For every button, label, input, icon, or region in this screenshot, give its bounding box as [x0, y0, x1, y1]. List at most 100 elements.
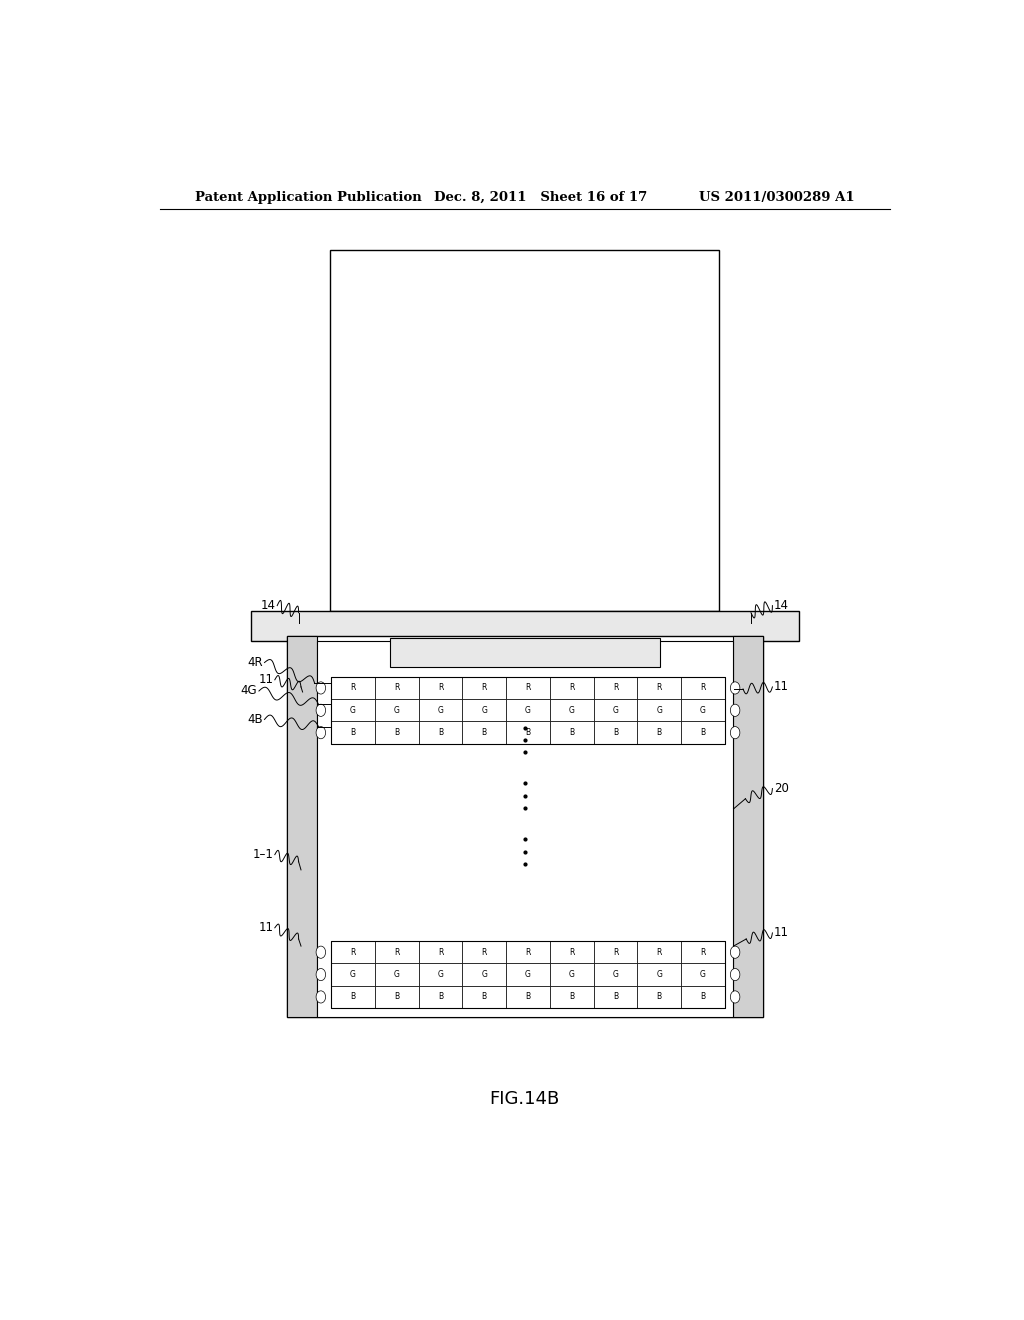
Bar [316, 642, 733, 1018]
Text: B: B [481, 993, 486, 1002]
Text: G: G [700, 970, 706, 979]
Bar [331, 964, 375, 986]
Bar [681, 677, 725, 700]
Bar [506, 964, 550, 986]
Circle shape [730, 946, 740, 958]
Bar [594, 700, 637, 722]
Text: G: G [437, 970, 443, 979]
Text: R: R [525, 948, 530, 957]
Text: B: B [656, 993, 662, 1002]
Text: B: B [613, 993, 618, 1002]
Text: B: B [438, 993, 443, 1002]
Bar [463, 677, 506, 700]
Text: G: G [568, 970, 574, 979]
Bar [419, 700, 463, 722]
Bar [331, 249, 719, 611]
Bar [331, 677, 725, 744]
Circle shape [316, 704, 326, 717]
Bar [637, 964, 681, 986]
Text: R: R [481, 948, 487, 957]
Text: G: G [656, 970, 663, 979]
Circle shape [730, 991, 740, 1003]
Circle shape [730, 704, 740, 717]
Text: R: R [481, 684, 487, 693]
Bar [506, 722, 550, 744]
Circle shape [316, 946, 326, 958]
Bar [550, 677, 594, 700]
Bar [550, 964, 594, 986]
Bar [637, 986, 681, 1008]
Text: G: G [700, 706, 706, 715]
Bar [594, 677, 637, 700]
Text: R: R [525, 684, 530, 693]
Text: R: R [612, 684, 618, 693]
Text: G: G [525, 706, 530, 715]
Text: R: R [656, 948, 662, 957]
Text: B: B [438, 729, 443, 737]
Text: G: G [437, 706, 443, 715]
Bar [733, 636, 763, 1018]
Bar [594, 964, 637, 986]
Text: R: R [350, 948, 355, 957]
Text: B: B [656, 729, 662, 737]
Text: 4B: 4B [247, 713, 263, 726]
Text: 4G: 4G [241, 685, 257, 697]
Bar [287, 636, 316, 1018]
Text: G: G [612, 970, 618, 979]
Circle shape [316, 991, 326, 1003]
Text: B: B [481, 729, 486, 737]
Text: 11: 11 [774, 680, 788, 693]
Text: 11: 11 [774, 927, 788, 940]
Bar [681, 941, 725, 964]
Bar [594, 986, 637, 1008]
Text: G: G [525, 970, 530, 979]
Bar [637, 941, 681, 964]
Bar [419, 722, 463, 744]
Bar [463, 964, 506, 986]
Bar [331, 700, 375, 722]
Text: R: R [569, 948, 574, 957]
Bar [681, 986, 725, 1008]
Bar [419, 964, 463, 986]
Bar [331, 722, 375, 744]
Text: B: B [525, 993, 530, 1002]
Text: 11: 11 [258, 921, 273, 935]
Text: Dec. 8, 2011   Sheet 16 of 17: Dec. 8, 2011 Sheet 16 of 17 [433, 190, 647, 203]
Text: B: B [394, 993, 399, 1002]
Bar [375, 986, 419, 1008]
Text: R: R [569, 684, 574, 693]
Bar [375, 941, 419, 964]
Text: G: G [481, 706, 487, 715]
Text: B: B [700, 729, 706, 737]
Bar [506, 986, 550, 1008]
Text: US 2011/0300289 A1: US 2011/0300289 A1 [699, 190, 855, 203]
Text: R: R [394, 684, 399, 693]
Text: Patent Application Publication: Patent Application Publication [196, 190, 422, 203]
Bar [287, 636, 763, 1018]
Text: G: G [350, 706, 356, 715]
Text: R: R [700, 684, 706, 693]
Bar [251, 611, 799, 642]
Bar [550, 700, 594, 722]
Bar [637, 700, 681, 722]
Text: B: B [394, 729, 399, 737]
Text: G: G [568, 706, 574, 715]
Bar [419, 941, 463, 964]
Text: 14: 14 [261, 599, 275, 612]
Bar [331, 941, 725, 1008]
Text: G: G [481, 970, 487, 979]
Text: G: G [350, 970, 356, 979]
Bar [375, 677, 419, 700]
Bar [463, 986, 506, 1008]
Bar [637, 677, 681, 700]
Bar [390, 638, 659, 667]
Bar [375, 964, 419, 986]
Text: 11: 11 [258, 673, 273, 686]
Bar [463, 941, 506, 964]
Bar [375, 722, 419, 744]
Circle shape [730, 682, 740, 694]
Bar [419, 986, 463, 1008]
Text: B: B [569, 729, 574, 737]
Text: 1–1: 1–1 [252, 849, 273, 861]
Bar [681, 964, 725, 986]
